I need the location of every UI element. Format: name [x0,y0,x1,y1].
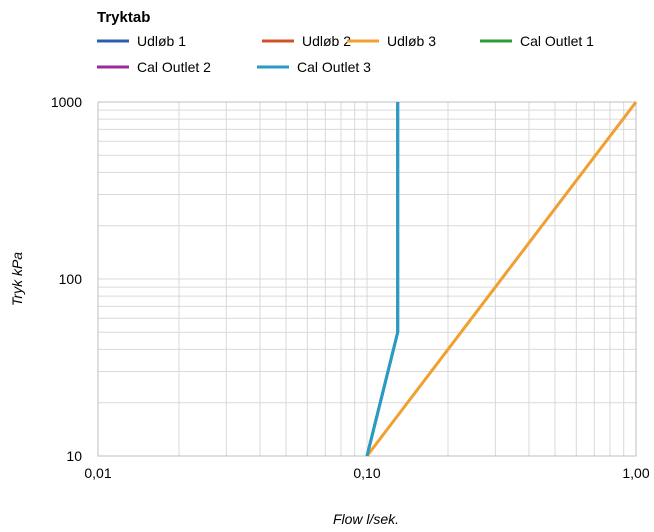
legend-label: Udløb 2 [302,33,351,49]
legend-label: Cal Outlet 1 [520,33,594,49]
series-lines [365,101,638,457]
y-tick-label: 100 [59,271,83,287]
legend-item: Cal Outlet 1 [480,33,594,49]
y-axis-label: Tryk kPa [9,252,25,306]
legend-label: Cal Outlet 2 [137,59,211,75]
x-tick-label: 1,00 [622,465,649,481]
legend-item: Udløb 1 [97,33,186,49]
y-axis-ticks: 10 100 1000 [51,94,82,464]
legend-item: Cal Outlet 2 [97,59,211,75]
chart-title: Tryktab [97,9,150,26]
grid [98,102,636,456]
x-axis-label: Flow l/sek. [333,511,399,527]
x-axis-ticks: 0,01 0,10 1,00 [84,465,649,481]
y-tick-label: 10 [66,448,82,464]
legend-label: Cal Outlet 3 [297,59,371,75]
legend: Udløb 1 Udløb 2 Udløb 3 Cal Outlet 1 Cal Out… [97,33,594,75]
series-line [365,101,638,457]
x-tick-label: 0,01 [84,465,111,481]
legend-label: Udløb 1 [137,33,186,49]
legend-item: Cal Outlet 3 [257,59,371,75]
x-tick-label: 0,10 [353,465,380,481]
legend-label: Udløb 3 [387,33,436,49]
legend-item: Udløb 2 [262,33,351,49]
series-line [365,102,400,457]
legend-item: Udløb 3 [347,33,436,49]
y-tick-label: 1000 [51,94,82,110]
